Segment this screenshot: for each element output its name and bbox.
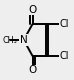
Text: Cl: Cl [60, 51, 69, 61]
Text: Cl: Cl [60, 19, 69, 29]
Text: CH₃: CH₃ [3, 36, 18, 44]
Text: O: O [28, 5, 37, 15]
Text: N: N [20, 35, 28, 45]
Text: O: O [28, 65, 37, 75]
